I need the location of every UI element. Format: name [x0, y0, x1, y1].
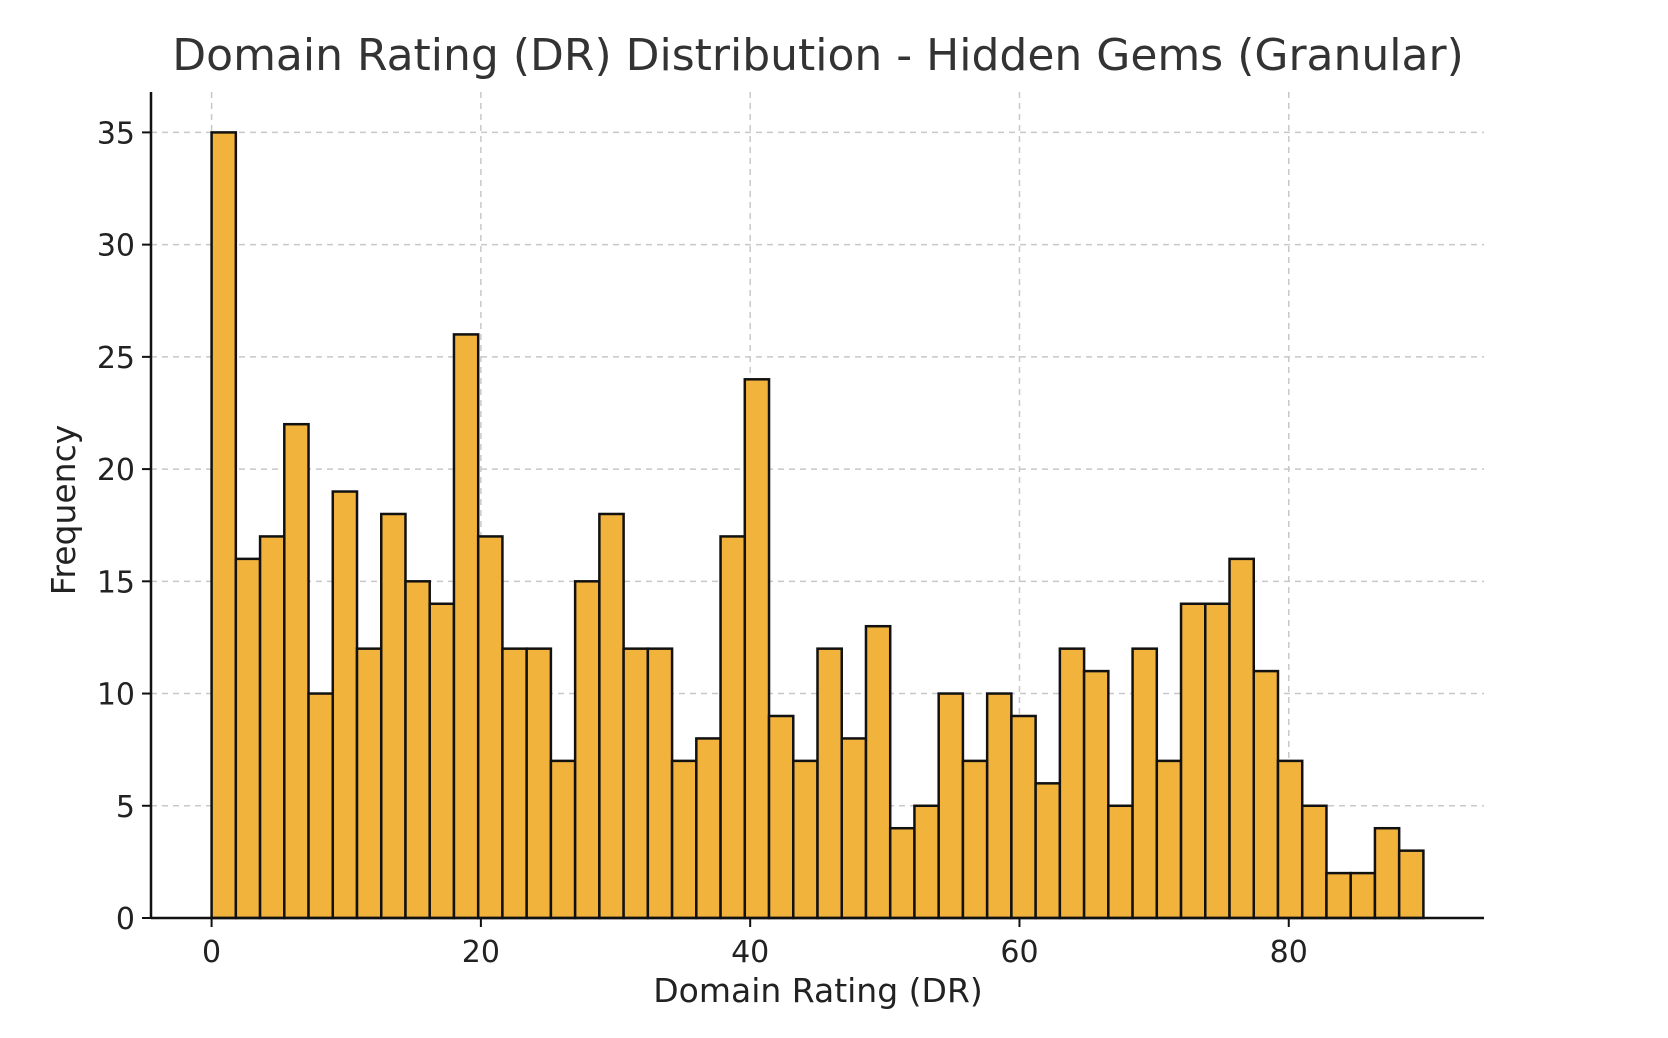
- histogram-bar: [1155, 759, 1183, 920]
- histogram-bar: [428, 602, 456, 920]
- histogram-bar: [283, 422, 310, 920]
- histogram-bar: [1228, 557, 1256, 920]
- y-tick-label: 0: [116, 902, 135, 937]
- histogram-bar: [646, 647, 674, 920]
- histogram-bar: [985, 692, 1013, 920]
- axes: [149, 92, 1484, 920]
- histogram-bar: [501, 647, 528, 920]
- histogram-bar: [961, 759, 989, 920]
- histogram-bar: [210, 131, 238, 920]
- histogram-bar: [1397, 849, 1425, 920]
- histogram-bar: [525, 647, 553, 920]
- histogram-bar: [1010, 714, 1037, 920]
- histogram-bar: [937, 692, 965, 920]
- bars: [210, 131, 1425, 920]
- histogram-bar: [379, 512, 407, 920]
- histogram-bar: [1252, 669, 1280, 920]
- histogram-bar: [549, 759, 577, 920]
- histogram-bar: [404, 580, 431, 920]
- y-tick-label: 10: [97, 678, 135, 713]
- histogram-bar: [1179, 602, 1207, 920]
- chart-title: Domain Rating (DR) Distribution - Hidden…: [172, 30, 1463, 81]
- histogram-bar: [1325, 871, 1352, 920]
- histogram-bar: [1107, 804, 1134, 920]
- histogram-bar: [695, 737, 722, 920]
- histogram-bar: [1058, 647, 1086, 920]
- histogram-bar: [1373, 826, 1401, 920]
- histogram-bar: [1082, 669, 1110, 920]
- histogram-bar: [1204, 602, 1231, 920]
- histogram-bar: [1349, 871, 1377, 920]
- x-tick-label: 20: [462, 935, 500, 970]
- histogram-bar: [355, 647, 383, 920]
- x-ticks: 0 20 40 60 80: [202, 918, 1308, 970]
- histogram-bar: [476, 535, 504, 920]
- histogram-bar: [307, 692, 335, 920]
- y-ticks: 0 5 10 15 20 25 30 35: [97, 116, 151, 937]
- histogram-bar: [1300, 804, 1328, 920]
- y-tick-label: 25: [97, 341, 135, 376]
- histogram-bar: [1276, 759, 1304, 920]
- histogram-bar: [258, 535, 286, 920]
- histogram-bar: [234, 557, 262, 920]
- histogram-bar: [1131, 647, 1159, 920]
- histogram-bar: [743, 378, 771, 920]
- y-tick-label: 35: [97, 116, 135, 151]
- y-tick-label: 20: [97, 453, 135, 488]
- histogram-bar: [1034, 782, 1062, 920]
- x-tick-label: 60: [1000, 935, 1038, 970]
- histogram-bar: [573, 580, 601, 920]
- y-tick-label: 5: [116, 790, 135, 825]
- histogram-bar: [598, 512, 625, 920]
- y-axis-label: Frequency: [44, 425, 83, 595]
- histogram-bar: [792, 759, 819, 920]
- histogram-bar: [331, 490, 359, 920]
- histogram-bar: [622, 647, 650, 920]
- histogram-bar: [840, 737, 868, 920]
- histogram-bar: [888, 826, 916, 920]
- histogram-bar: [719, 535, 747, 920]
- histogram-bar: [767, 714, 795, 920]
- x-tick-label: 0: [202, 935, 221, 970]
- histogram-bar: [670, 759, 698, 920]
- x-axis-label: Domain Rating (DR): [653, 971, 983, 1010]
- histogram-bar: [864, 624, 892, 920]
- y-tick-label: 15: [97, 565, 135, 600]
- histogram-bar: [816, 647, 843, 920]
- x-tick-label: 80: [1270, 935, 1308, 970]
- y-tick-label: 30: [97, 229, 135, 264]
- x-tick-label: 40: [731, 935, 769, 970]
- histogram-bar: [452, 333, 480, 920]
- histogram-bar: [913, 804, 940, 920]
